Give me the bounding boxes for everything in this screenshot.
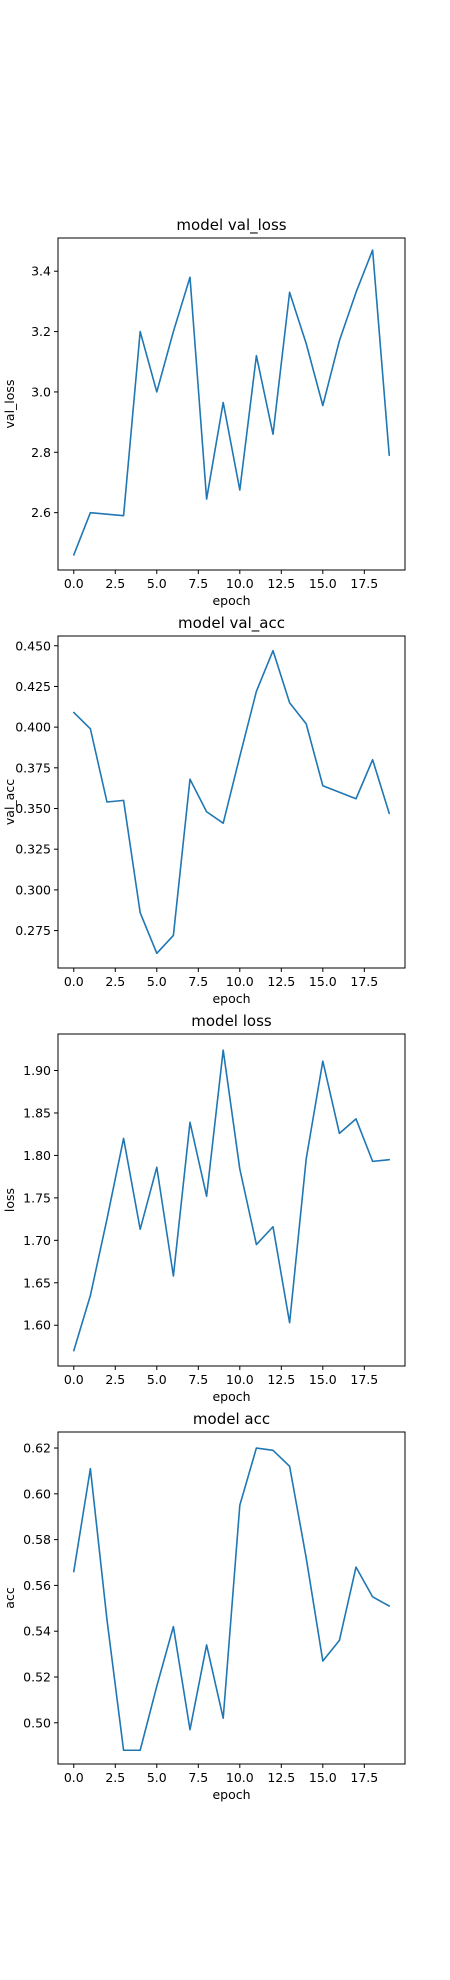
x-tick-label: 15.0 xyxy=(309,974,337,989)
chart-title: model val_loss xyxy=(176,216,286,235)
x-tick-label: 7.5 xyxy=(188,1770,208,1785)
x-tick-label: 10.0 xyxy=(226,1372,254,1387)
y-tick-label: 1.90 xyxy=(23,1063,51,1078)
y-tick-label: 0.300 xyxy=(15,882,51,897)
x-tick-label: 10.0 xyxy=(226,974,254,989)
x-tick-label: 5.0 xyxy=(147,576,167,591)
plot-frame xyxy=(57,1033,406,1367)
y-tick-label: 0.52 xyxy=(23,1669,51,1684)
y-tick-label: 0.375 xyxy=(15,760,51,775)
y-tick-label: 1.70 xyxy=(23,1233,51,1248)
chart-title: model val_acc xyxy=(178,614,285,633)
y-tick-label: 1.85 xyxy=(23,1105,51,1120)
y-tick-label: 0.400 xyxy=(15,720,51,735)
y-tick-label: 0.50 xyxy=(23,1715,51,1730)
y-tick-label: 0.350 xyxy=(15,801,51,816)
series-line xyxy=(72,1447,391,1752)
x-tick-label: 0.0 xyxy=(64,576,84,591)
chart-panel-1: model val_acc 0.0 2.5 5.0 7.5 10.0 12.5 15.0 17.… xyxy=(2,614,406,1006)
y-tick-label: 3.4 xyxy=(31,264,51,279)
x-tick-label: 12.5 xyxy=(267,1372,295,1387)
x-tick-label: 17.5 xyxy=(350,576,378,591)
chart-panel-2: model loss 0.0 2.5 5.0 7.5 10.0 12.5 15.0 17.5 1.… xyxy=(2,1012,406,1404)
y-tick-label: 0.54 xyxy=(23,1624,51,1639)
y-tick-label: 1.65 xyxy=(23,1275,51,1290)
plot-frame xyxy=(57,237,406,571)
y-tick-label: 1.80 xyxy=(23,1148,51,1163)
x-tick-label: 17.5 xyxy=(350,1372,378,1387)
series-line xyxy=(72,249,391,556)
x-axis-label: epoch xyxy=(212,1787,250,1802)
y-tick-label: 1.60 xyxy=(23,1318,51,1333)
x-tick-label: 0.0 xyxy=(64,1372,84,1387)
chart-title: model loss xyxy=(191,1012,272,1030)
x-tick-label: 5.0 xyxy=(147,974,167,989)
y-axis-label: acc xyxy=(2,1587,17,1609)
x-tick-label: 10.0 xyxy=(226,1770,254,1785)
x-tick-label: 2.5 xyxy=(105,974,125,989)
x-tick-label: 17.5 xyxy=(350,1770,378,1785)
x-axis-label: epoch xyxy=(212,593,250,608)
x-tick-label: 0.0 xyxy=(64,974,84,989)
x-tick-label: 12.5 xyxy=(267,974,295,989)
x-tick-label: 7.5 xyxy=(188,974,208,989)
y-tick-label: 0.425 xyxy=(15,679,51,694)
y-tick-label: 3.2 xyxy=(31,324,51,339)
y-tick-label: 2.6 xyxy=(31,505,51,520)
y-tick-label: 1.75 xyxy=(23,1190,51,1205)
y-tick-label: 2.8 xyxy=(31,445,51,460)
y-tick-label: 0.275 xyxy=(15,923,51,938)
y-tick-label: 3.0 xyxy=(31,384,51,399)
x-tick-label: 10.0 xyxy=(226,576,254,591)
x-tick-label: 2.5 xyxy=(105,576,125,591)
y-tick-label: 0.60 xyxy=(23,1486,51,1501)
x-tick-label: 15.0 xyxy=(309,576,337,591)
y-tick-label: 0.325 xyxy=(15,842,51,857)
x-tick-label: 2.5 xyxy=(105,1372,125,1387)
y-tick-label: 0.56 xyxy=(23,1578,51,1593)
x-tick-label: 12.5 xyxy=(267,576,295,591)
y-axis-label: val_loss xyxy=(2,380,17,429)
x-tick-label: 5.0 xyxy=(147,1770,167,1785)
chart-title: model acc xyxy=(193,1410,270,1428)
y-axis-label: loss xyxy=(2,1188,17,1212)
series-line xyxy=(72,1049,391,1352)
y-axis-label: val_acc xyxy=(2,779,17,825)
y-tick-label: 0.62 xyxy=(23,1441,51,1456)
chart-panel-3: model acc 0.0 2.5 5.0 7.5 10.0 12.5 15.0 17.5 0.5… xyxy=(2,1410,406,1802)
plot-frame xyxy=(57,635,406,969)
x-tick-label: 2.5 xyxy=(105,1770,125,1785)
x-axis-label: epoch xyxy=(212,1389,250,1404)
series-line xyxy=(72,649,391,955)
y-tick-label: 0.450 xyxy=(15,638,51,653)
x-tick-label: 15.0 xyxy=(309,1372,337,1387)
x-tick-label: 12.5 xyxy=(267,1770,295,1785)
x-axis-label: epoch xyxy=(212,991,250,1006)
x-tick-label: 5.0 xyxy=(147,1372,167,1387)
plot-frame xyxy=(57,1431,406,1765)
x-tick-label: 7.5 xyxy=(188,1372,208,1387)
x-tick-label: 0.0 xyxy=(64,1770,84,1785)
x-tick-label: 15.0 xyxy=(309,1770,337,1785)
x-tick-label: 7.5 xyxy=(188,576,208,591)
y-tick-label: 0.58 xyxy=(23,1532,51,1547)
chart-panel-0: model val_loss 0.0 2.5 5.0 7.5 10.0 12.5 15.0 17… xyxy=(2,216,406,608)
x-tick-label: 17.5 xyxy=(350,974,378,989)
